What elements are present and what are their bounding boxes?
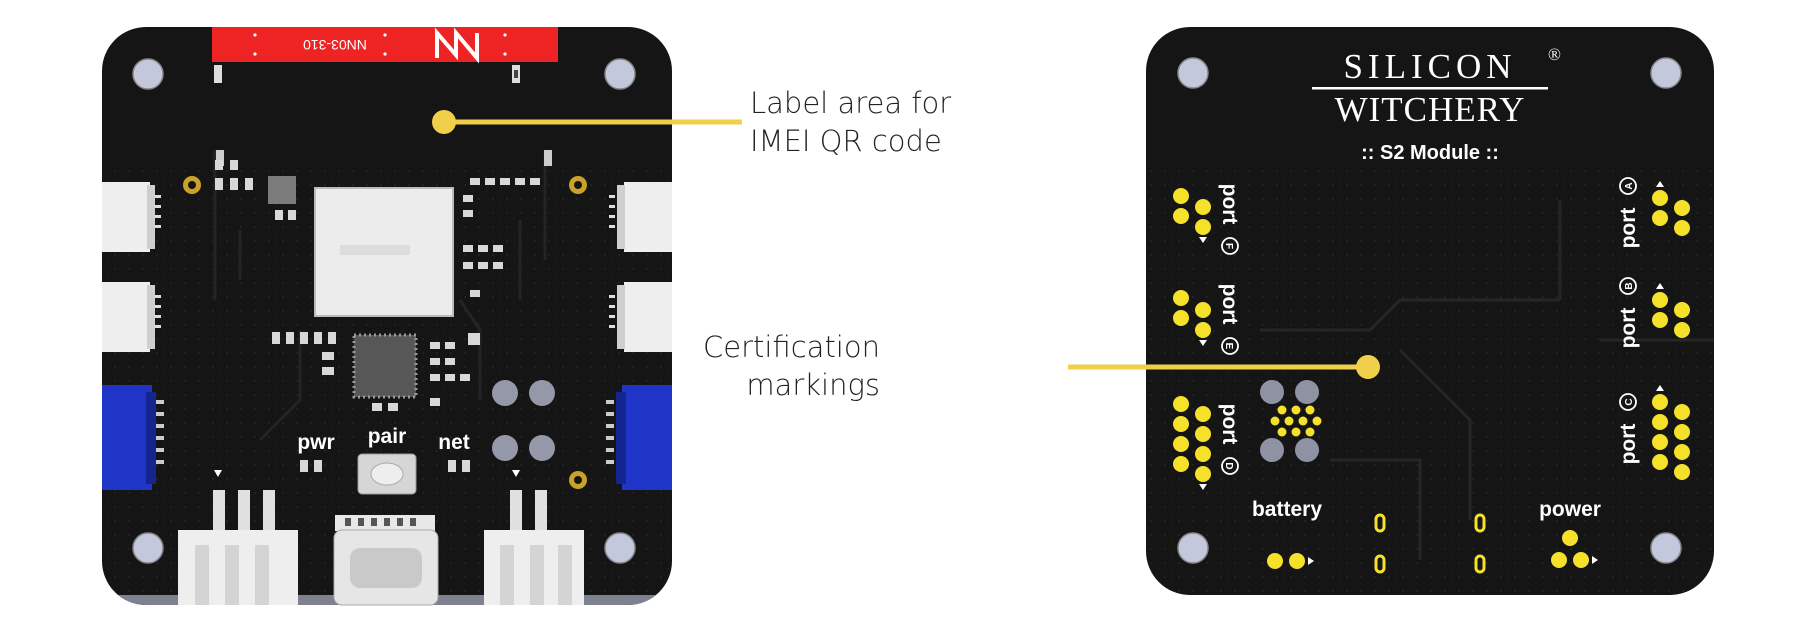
svg-text:D: D xyxy=(1223,462,1234,469)
back-board: SILICON ® WITCHERY :: S2 Module :: port … xyxy=(1146,27,1714,595)
mounting-hole xyxy=(1177,532,1209,564)
side-connector xyxy=(609,282,672,352)
battery-label: battery xyxy=(1252,498,1322,521)
power-label: power xyxy=(1539,498,1601,521)
module-name: :: S2 Module :: xyxy=(1361,142,1499,164)
blue-connector xyxy=(606,385,672,490)
svg-text:F: F xyxy=(1223,243,1234,249)
port-d-pads xyxy=(1173,396,1211,490)
port-a-pads xyxy=(1652,181,1690,236)
port-b-label: port B xyxy=(1617,277,1640,349)
port-f-label: port F xyxy=(1218,184,1241,255)
brand-line-2: WITCHERY xyxy=(1335,90,1526,129)
brand-line-1: SILICON xyxy=(1343,47,1516,86)
svg-text:port: port xyxy=(1617,424,1640,465)
port-c-pads xyxy=(1652,385,1690,480)
svg-text:port: port xyxy=(1617,208,1640,249)
net-led-label: net xyxy=(438,431,470,454)
side-connector xyxy=(609,182,672,252)
antenna-chip: NN03-310 xyxy=(212,27,558,64)
mounting-hole xyxy=(604,532,636,564)
svg-text:port: port xyxy=(1218,404,1241,445)
mounting-hole xyxy=(1650,532,1682,564)
svg-text:B: B xyxy=(1624,282,1635,289)
mounting-hole xyxy=(132,58,164,90)
bottom-connector-left xyxy=(178,470,298,605)
port-f-pads xyxy=(1173,188,1211,243)
mounting-hole xyxy=(1177,57,1209,89)
port-b-pads xyxy=(1652,283,1690,338)
svg-text:port: port xyxy=(1617,308,1640,349)
antenna-logo-icon xyxy=(435,27,479,64)
port-a-label: port A xyxy=(1617,177,1640,249)
mounting-hole xyxy=(132,532,164,564)
qr-callout-text: Label area for IMEI QR code xyxy=(750,84,951,160)
certification-callout-text: Certification markings xyxy=(703,328,880,404)
brand-registered-mark: ® xyxy=(1548,45,1561,64)
svg-text:A: A xyxy=(1624,182,1635,189)
port-c-label: port C xyxy=(1617,393,1640,465)
mcu-chip xyxy=(352,333,418,399)
battery-pads xyxy=(1267,553,1314,569)
svg-text:port: port xyxy=(1218,284,1241,325)
mounting-hole xyxy=(1650,57,1682,89)
qr-callout-line-1: Label area for xyxy=(750,86,952,120)
cert-callout-line-2: markings xyxy=(746,368,880,402)
svg-text:E: E xyxy=(1223,343,1234,350)
pwr-led-label: pwr xyxy=(297,431,334,454)
qr-callout-line-2: IMEI QR code xyxy=(750,124,942,158)
side-connector xyxy=(102,282,161,352)
silicon-witchery-logo: SILICON ® WITCHERY xyxy=(1312,45,1561,129)
bottom-connector-right xyxy=(484,470,584,605)
usb-c-port xyxy=(333,515,439,606)
mounting-hole xyxy=(604,58,636,90)
svg-text:C: C xyxy=(1624,398,1635,405)
power-pads xyxy=(1551,530,1598,568)
pair-button-label: pair xyxy=(368,425,407,448)
antenna-part-number: NN03-310 xyxy=(303,37,367,53)
port-e-label: port E xyxy=(1218,284,1241,355)
blue-connector xyxy=(102,385,164,490)
cert-callout-line-1: Certification xyxy=(703,330,880,364)
svg-text:port: port xyxy=(1218,184,1241,225)
port-e-pads xyxy=(1173,290,1211,346)
port-d-label: port D xyxy=(1218,404,1241,475)
side-connector xyxy=(102,182,161,252)
pair-button[interactable] xyxy=(357,453,417,495)
front-board: NN03-310 xyxy=(102,27,672,606)
slot-pads xyxy=(1374,513,1486,574)
debug-pads xyxy=(1260,380,1322,462)
